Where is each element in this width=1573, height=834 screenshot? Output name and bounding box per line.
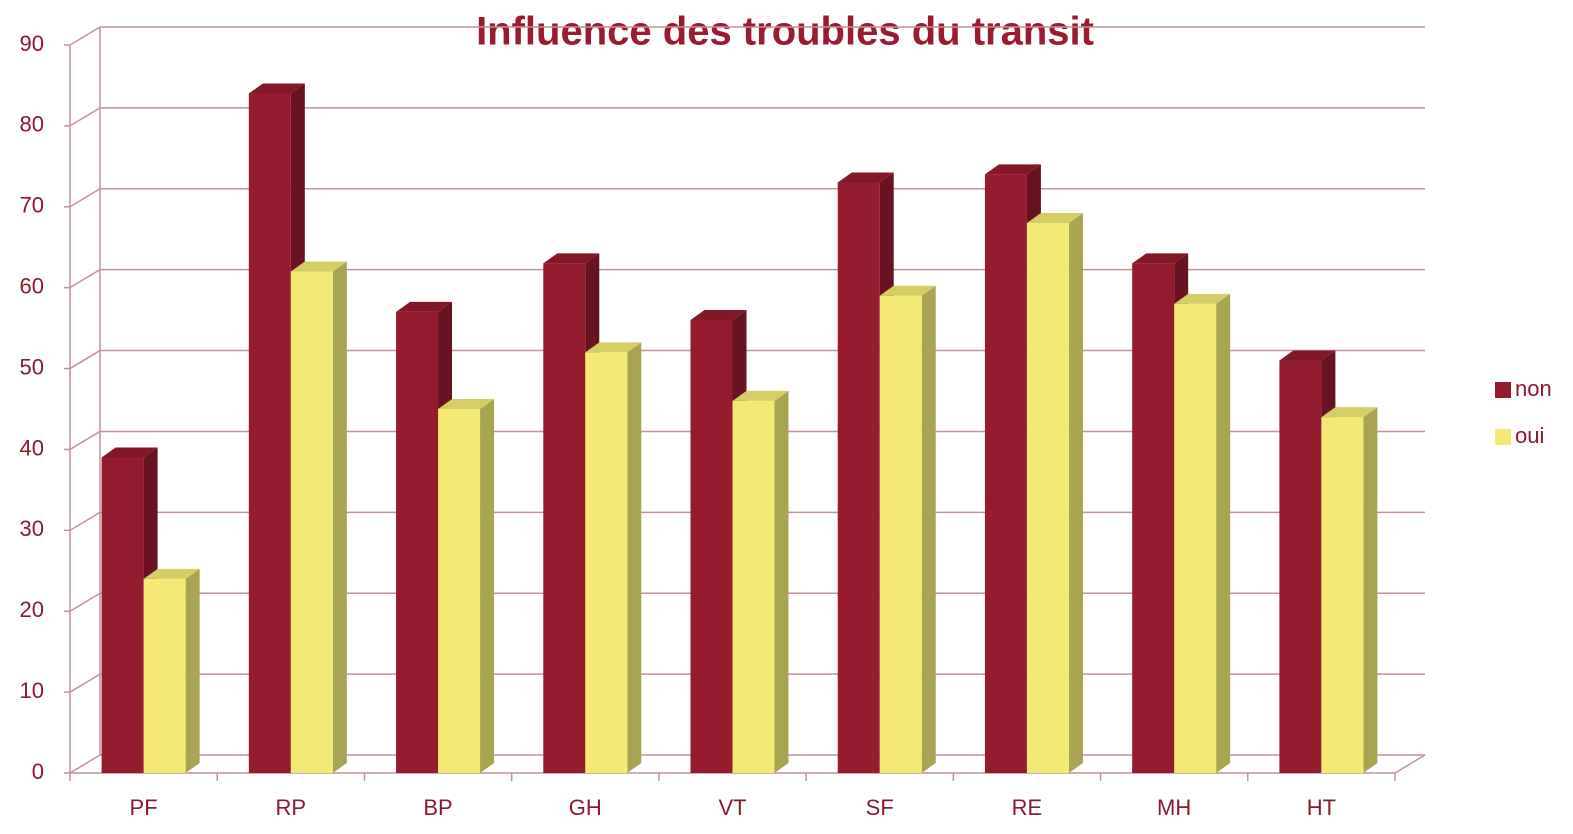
x-tick-label: MH [1157,795,1191,820]
bar-face [837,172,894,183]
bar-face [774,390,789,773]
bar-face [585,352,628,773]
bar-face [290,261,347,272]
bar-face [396,311,439,773]
bar-face [1026,222,1069,773]
grid-line [69,107,101,127]
bar-face [1363,407,1378,773]
bar-face [290,271,333,773]
bar-face [1321,417,1364,773]
bar-face [879,295,922,773]
x-tick-label: VT [718,795,746,820]
bar-face [396,301,453,312]
bar-face [185,568,200,773]
grid-line [69,430,101,451]
x-tick-label: SF [866,795,894,820]
x-tick-label: HT [1307,795,1336,820]
y-tick-label: 60 [20,273,44,298]
x-tick-label: RE [1012,795,1043,820]
y-tick-label: 70 [20,193,44,218]
bar-face [732,390,789,401]
bar-face [879,285,936,296]
x-tick-label: BP [423,795,452,820]
y-tick-label: 20 [20,597,44,622]
y-tick-label: 10 [20,678,44,703]
bar-face [1174,303,1217,773]
bar [1026,212,1083,773]
legend-swatch [1495,382,1511,398]
bar-face [1026,212,1083,223]
bar-face [585,342,642,353]
bar-face [438,409,481,773]
legend-label: oui [1515,423,1544,448]
bar-face [1216,293,1231,773]
bar [143,568,200,773]
bar-face [543,253,600,264]
axis-line [1394,754,1426,774]
bar-face [1132,263,1175,773]
bar-face [101,447,158,458]
y-tick-label: 90 [20,31,44,56]
grid-line [69,673,101,693]
bar-face [248,83,305,94]
bar-face [332,261,347,773]
x-tick-label: RP [276,795,307,820]
bar-face [690,320,733,773]
grid-line [69,592,101,612]
bar-face [543,263,586,773]
bar-face [1174,293,1231,304]
y-tick-label: 50 [20,354,44,379]
bar-face [1279,350,1336,361]
y-tick-label: 0 [32,759,44,784]
bar-face [732,400,775,773]
y-tick-label: 80 [20,112,44,137]
bar-face [143,578,186,773]
bar [585,342,642,773]
bar-face [984,164,1041,175]
bar-face [480,399,495,773]
bar-face [143,568,200,579]
bar-face [248,93,291,774]
bar [732,390,789,773]
bar-face [1321,407,1378,418]
grid-line [69,26,101,46]
bar-face [1279,360,1322,773]
bar [438,399,495,773]
legend-label: non [1515,376,1552,401]
x-tick-label: GH [569,795,602,820]
x-tick-label: PF [130,795,158,820]
bar-face [1132,253,1189,264]
bar [1321,407,1378,773]
bar-face [101,457,144,773]
grid-line [69,269,101,289]
grid-line [69,188,101,208]
bar-face [690,310,747,321]
legend-swatch [1495,429,1511,445]
bar [879,285,936,773]
grid-line [69,511,101,531]
y-tick-label: 40 [20,435,44,460]
grid-line [69,349,101,370]
bar-face [627,342,642,773]
bar [290,261,347,773]
bar-face [1068,212,1083,773]
grid-line [69,754,101,774]
chart-title: Influence des troubles du transit [476,10,1094,54]
bar-face [837,182,880,773]
bar-face [984,174,1027,773]
bar-face [438,399,495,409]
bar [1174,293,1231,773]
y-tick-label: 30 [20,516,44,541]
bar-face [921,285,936,773]
